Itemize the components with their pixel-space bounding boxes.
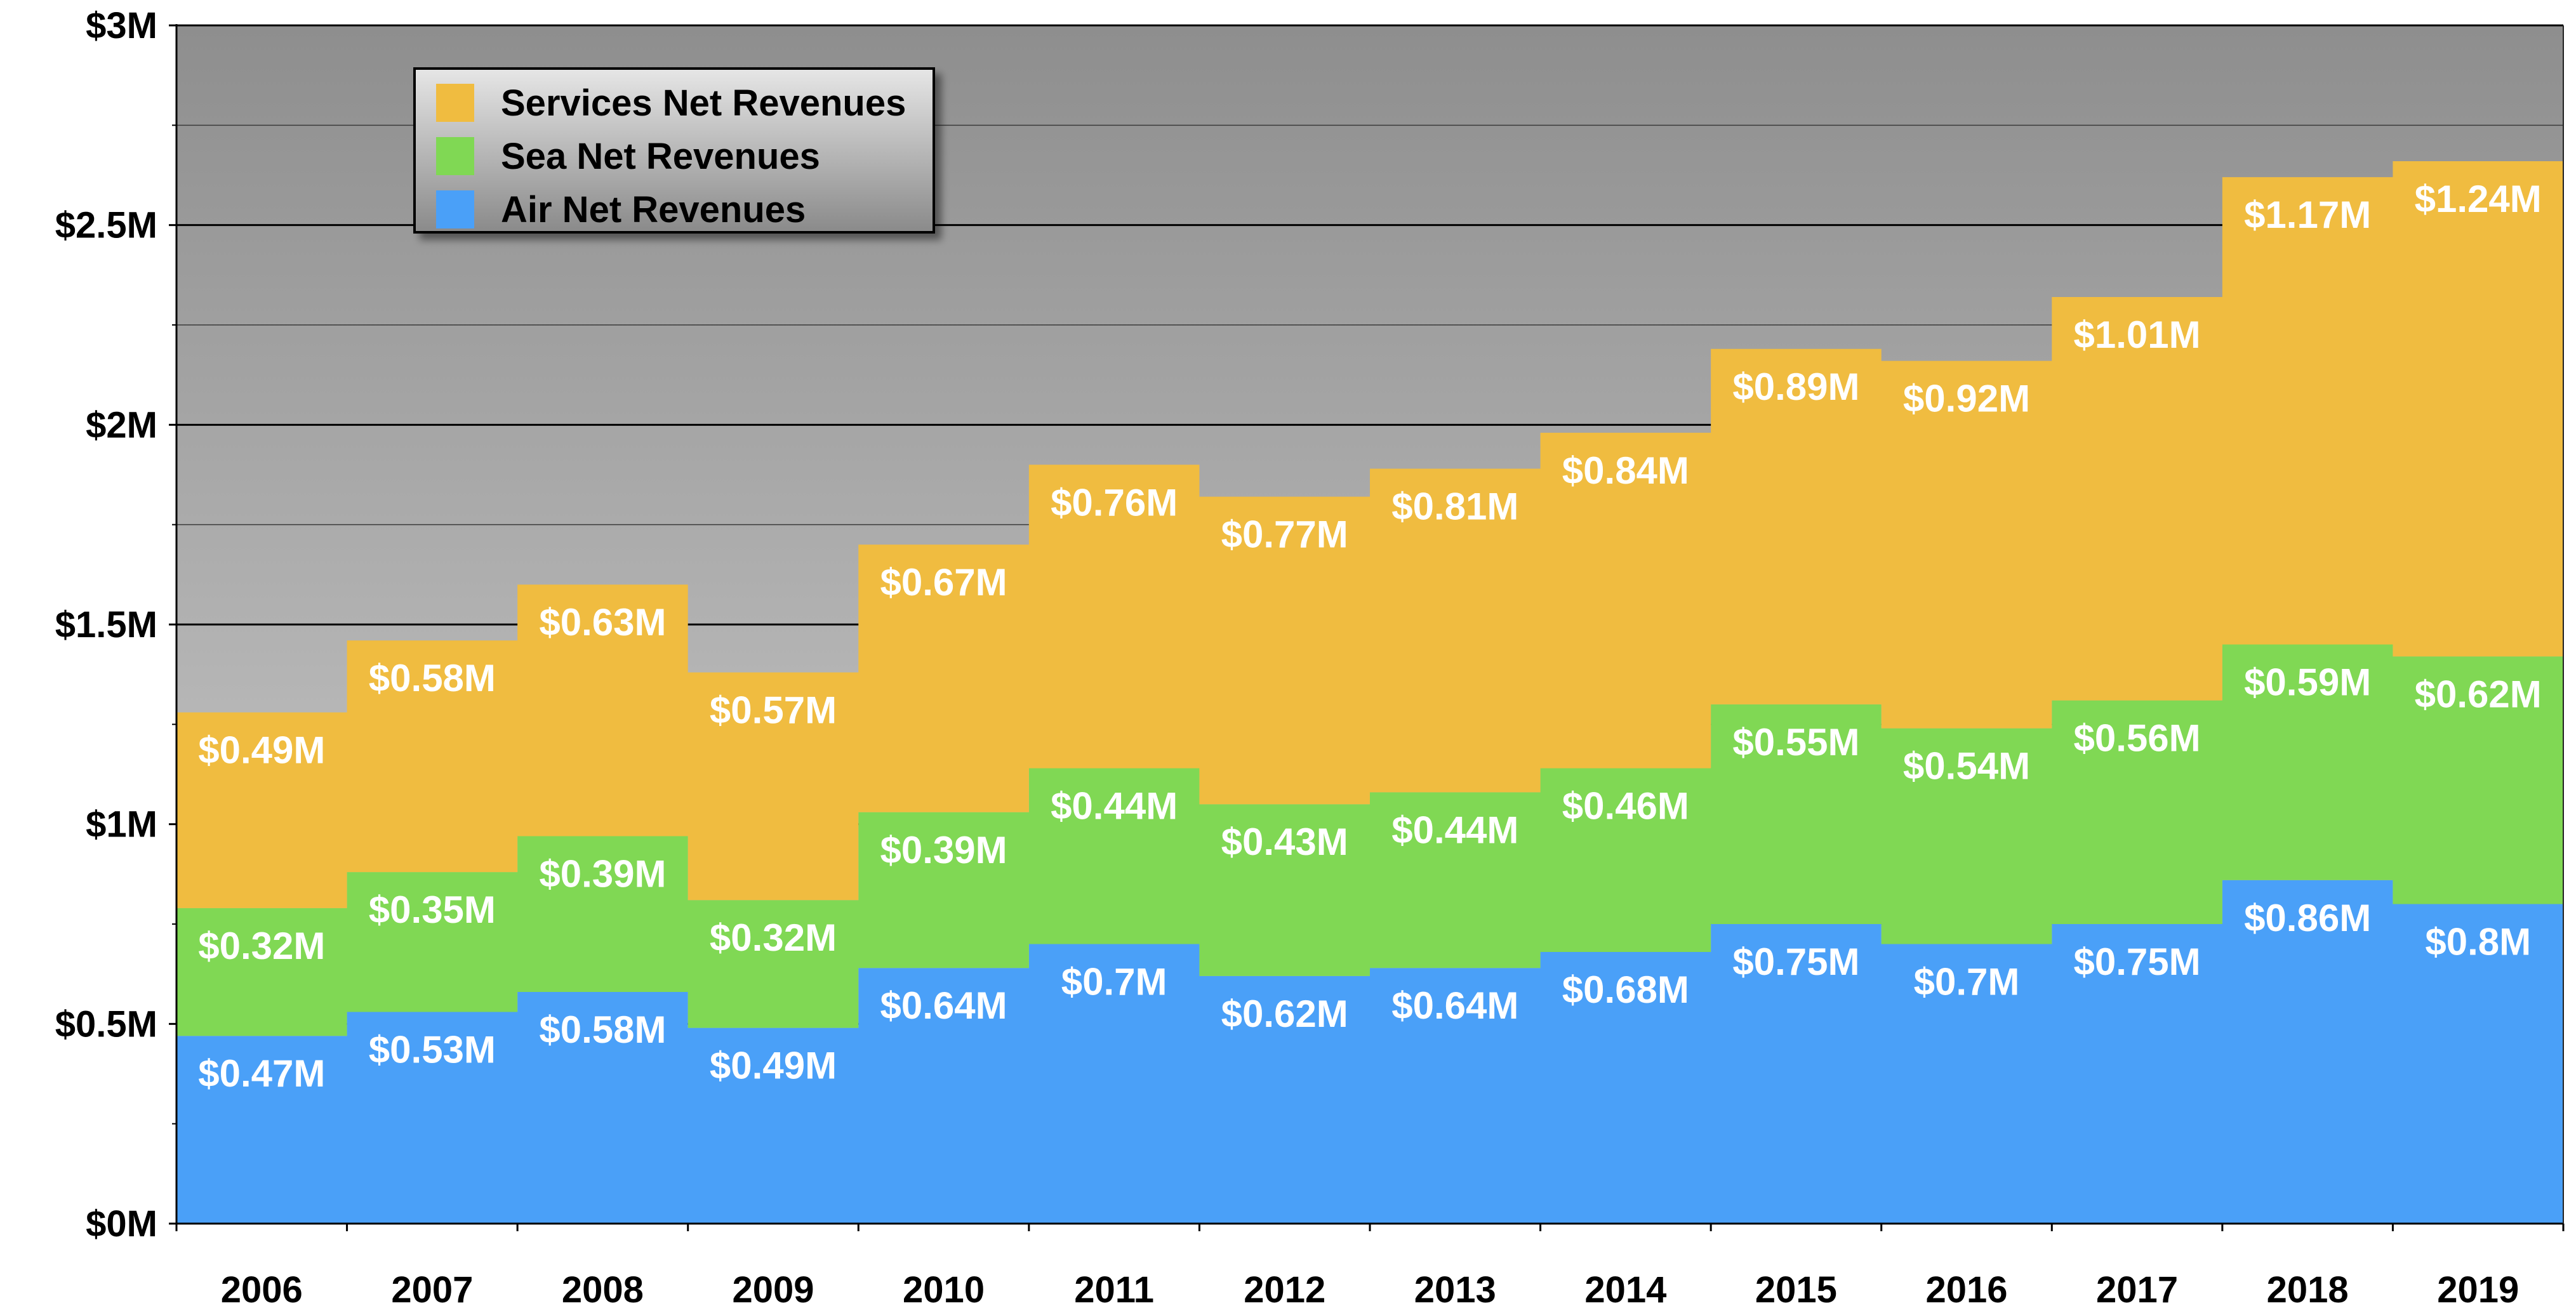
area-services-net-revenues <box>176 161 2563 908</box>
x-tick-label: 2009 <box>732 1269 814 1311</box>
data-label-sea-net-revenues: $0.44M <box>1051 785 1178 828</box>
y-tick-label: $1M <box>86 804 157 845</box>
axes: $0M $0.5M $1M $1.5M $2M $2.5M $3M 2006 2007 2008 2… <box>55 5 2565 1311</box>
data-label-sea-net-revenues: $0.56M <box>2074 717 2201 760</box>
legend-label-air-net-revenues: Air Net Revenues <box>501 189 806 230</box>
data-label-sea-net-revenues: $0.32M <box>710 916 837 959</box>
y-tick-label: $2.5M <box>55 205 157 246</box>
data-label-services-net-revenues: $0.92M <box>1903 378 2030 420</box>
data-label-services-net-revenues: $0.58M <box>369 657 496 699</box>
data-label-air-net-revenues: $0.86M <box>2244 897 2371 939</box>
data-label-services-net-revenues: $1.24M <box>2415 178 2542 220</box>
legend-label-sea-net-revenues: Sea Net Revenues <box>501 136 820 177</box>
data-label-services-net-revenues: $1.01M <box>2074 314 2201 356</box>
data-label-services-net-revenues: $0.84M <box>1562 449 1689 492</box>
data-label-services-net-revenues: $0.57M <box>710 689 837 732</box>
data-label-sea-net-revenues: $0.32M <box>198 925 325 967</box>
data-label-services-net-revenues: $0.77M <box>1221 513 1348 556</box>
legend-box <box>413 67 935 234</box>
area-air-net-revenues <box>176 880 2563 1224</box>
x-tick-label: 2019 <box>2437 1269 2519 1311</box>
data-label-services-net-revenues: $0.49M <box>198 729 325 771</box>
x-tick-label: 2007 <box>391 1269 473 1311</box>
data-label-sea-net-revenues: $0.39M <box>539 853 666 895</box>
data-label-air-net-revenues: $0.49M <box>710 1045 837 1087</box>
data-label-sea-net-revenues: $0.35M <box>369 889 496 931</box>
y-tick-label: $1.5M <box>55 604 157 645</box>
y-tick-label: $2M <box>86 404 157 446</box>
legend-label-services-net-revenues: Services Net Revenues <box>501 83 906 124</box>
data-label-services-net-revenues: $0.81M <box>1391 486 1518 528</box>
data-label-sea-net-revenues: $0.43M <box>1221 821 1348 863</box>
x-tick-label: 2010 <box>903 1269 985 1311</box>
data-label-air-net-revenues: $0.7M <box>1061 960 1167 1003</box>
x-tick-label: 2011 <box>1074 1269 1154 1311</box>
data-label-air-net-revenues: $0.75M <box>2074 941 2201 983</box>
data-label-services-net-revenues: $0.76M <box>1051 481 1178 524</box>
data-label-services-net-revenues: $0.67M <box>880 561 1007 604</box>
data-labels: $0.47M $0.53M $0.58M $0.49M $0.64M $0.7M $0.62… <box>198 178 2542 1095</box>
data-label-air-net-revenues: $0.47M <box>198 1052 325 1095</box>
data-label-air-net-revenues: $0.8M <box>2425 921 2531 963</box>
y-tick-label: $0M <box>86 1203 157 1245</box>
x-tick-label: 2006 <box>221 1269 303 1311</box>
data-label-services-net-revenues: $1.17M <box>2244 194 2371 236</box>
data-label-sea-net-revenues: $0.62M <box>2415 673 2542 715</box>
data-label-air-net-revenues: $0.64M <box>1391 984 1518 1027</box>
data-label-sea-net-revenues: $0.54M <box>1903 745 2030 788</box>
data-label-air-net-revenues: $0.68M <box>1562 968 1689 1011</box>
x-tick-label: 2012 <box>1244 1269 1325 1311</box>
data-label-air-net-revenues: $0.58M <box>539 1008 666 1051</box>
area-series <box>176 161 2563 1224</box>
legend: Services Net Revenues Sea Net Revenues Air… <box>413 67 935 234</box>
x-tick-label: 2015 <box>1755 1269 1837 1311</box>
data-label-sea-net-revenues: $0.46M <box>1562 785 1689 828</box>
data-label-sea-net-revenues: $0.59M <box>2244 661 2371 703</box>
data-label-air-net-revenues: $0.75M <box>1732 941 1859 983</box>
data-label-sea-net-revenues: $0.44M <box>1391 809 1518 851</box>
legend-swatch-air-net-revenues <box>436 190 474 228</box>
x-tick-label: 2013 <box>1414 1269 1496 1311</box>
x-tick-label: 2014 <box>1584 1269 1666 1311</box>
data-label-services-net-revenues: $0.89M <box>1732 366 1859 408</box>
x-tick-label: 2008 <box>562 1269 644 1311</box>
x-tick-label: 2018 <box>2267 1269 2349 1311</box>
data-label-sea-net-revenues: $0.55M <box>1732 721 1859 763</box>
data-label-services-net-revenues: $0.63M <box>539 601 666 644</box>
data-label-air-net-revenues: $0.53M <box>369 1028 496 1071</box>
legend-swatch-services-net-revenues <box>436 84 474 122</box>
legend-swatch-sea-net-revenues <box>436 137 474 175</box>
data-label-air-net-revenues: $0.7M <box>1914 960 2020 1003</box>
y-tick-label: $3M <box>86 5 157 46</box>
y-tick-label: $0.5M <box>55 1003 157 1045</box>
x-tick-label: 2016 <box>1925 1269 2007 1311</box>
data-label-air-net-revenues: $0.64M <box>880 984 1007 1027</box>
x-tick-label: 2017 <box>2096 1269 2178 1311</box>
area-sea-net-revenues <box>176 644 2563 1036</box>
data-label-sea-net-revenues: $0.39M <box>880 829 1007 871</box>
data-label-air-net-revenues: $0.62M <box>1221 993 1348 1035</box>
